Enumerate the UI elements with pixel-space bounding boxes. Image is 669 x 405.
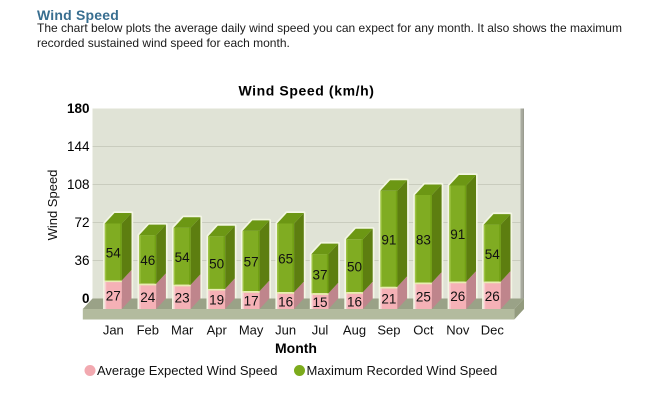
svg-text:108: 108 bbox=[67, 177, 90, 192]
svg-text:91: 91 bbox=[450, 227, 465, 242]
svg-text:16: 16 bbox=[347, 294, 362, 309]
svg-text:Mar: Mar bbox=[171, 323, 194, 338]
svg-text:50: 50 bbox=[347, 259, 362, 274]
svg-text:57: 57 bbox=[244, 255, 259, 270]
svg-text:54: 54 bbox=[485, 247, 501, 262]
svg-text:16: 16 bbox=[278, 294, 293, 309]
svg-text:Month: Month bbox=[275, 340, 317, 356]
svg-text:180: 180 bbox=[67, 101, 90, 116]
svg-text:May: May bbox=[239, 323, 264, 338]
svg-text:37: 37 bbox=[312, 267, 327, 282]
svg-text:144: 144 bbox=[67, 139, 90, 154]
svg-text:Dec: Dec bbox=[481, 323, 505, 338]
svg-text:Jul: Jul bbox=[312, 323, 329, 338]
svg-text:24: 24 bbox=[140, 290, 156, 305]
svg-text:Wind Speed: Wind Speed bbox=[45, 170, 60, 241]
svg-text:46: 46 bbox=[140, 253, 155, 268]
svg-text:23: 23 bbox=[175, 291, 190, 306]
svg-text:17: 17 bbox=[244, 294, 259, 309]
svg-text:21: 21 bbox=[381, 292, 396, 307]
svg-text:Jan: Jan bbox=[103, 323, 124, 338]
svg-text:Wind Speed (km/h): Wind Speed (km/h) bbox=[238, 83, 374, 99]
svg-text:72: 72 bbox=[74, 215, 89, 230]
svg-text:0: 0 bbox=[82, 291, 90, 306]
svg-text:27: 27 bbox=[106, 288, 121, 303]
svg-text:Maximum Recorded Wind Speed: Maximum Recorded Wind Speed bbox=[307, 363, 498, 378]
svg-text:15: 15 bbox=[312, 295, 327, 310]
svg-text:Jun: Jun bbox=[275, 323, 296, 338]
svg-text:Apr: Apr bbox=[207, 323, 228, 338]
svg-text:Average Expected Wind Speed: Average Expected Wind Speed bbox=[97, 363, 277, 378]
svg-text:Sep: Sep bbox=[377, 323, 400, 338]
svg-text:19: 19 bbox=[209, 293, 224, 308]
svg-text:54: 54 bbox=[175, 250, 191, 265]
svg-text:Feb: Feb bbox=[137, 323, 159, 338]
svg-text:Nov: Nov bbox=[446, 323, 470, 338]
svg-text:25: 25 bbox=[416, 290, 431, 305]
svg-text:50: 50 bbox=[209, 256, 224, 271]
svg-text:Aug: Aug bbox=[343, 323, 366, 338]
svg-text:26: 26 bbox=[485, 289, 500, 304]
svg-text:26: 26 bbox=[450, 289, 465, 304]
svg-text:54: 54 bbox=[106, 246, 122, 261]
svg-text:36: 36 bbox=[74, 253, 89, 268]
svg-text:91: 91 bbox=[381, 233, 396, 248]
svg-text:65: 65 bbox=[278, 252, 293, 267]
svg-text:83: 83 bbox=[416, 233, 431, 248]
svg-text:Oct: Oct bbox=[413, 323, 434, 338]
